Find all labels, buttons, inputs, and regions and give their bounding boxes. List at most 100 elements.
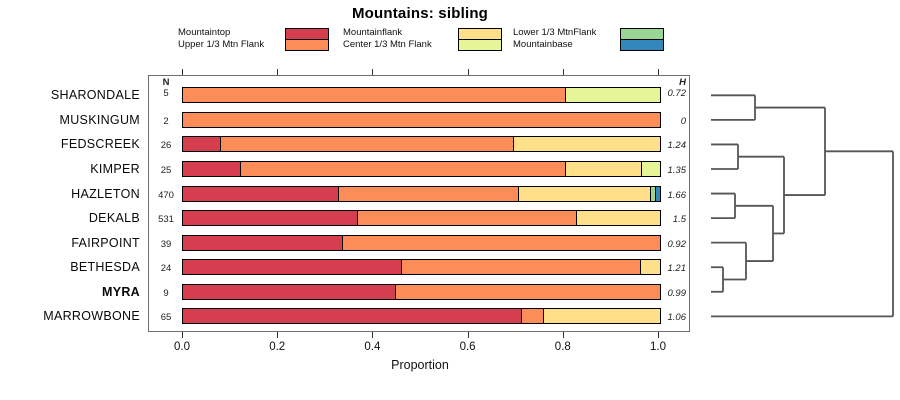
bar-segment-upper_flank — [183, 112, 660, 127]
bar-segment-upper_flank — [394, 284, 660, 299]
legend-label: Lower 1/3 MtnFlank — [513, 27, 597, 38]
x-tick-bottom — [277, 332, 279, 338]
x-tick-bottom — [467, 332, 469, 338]
bar-segment-mountaintop — [183, 162, 241, 176]
legend-column-swatches — [285, 28, 329, 51]
x-tick-top — [562, 69, 564, 75]
chart-title: Mountains: sibling — [351, 5, 489, 22]
bar-segment-upper_flank — [520, 309, 543, 324]
bar-segment-mountainflank — [564, 162, 641, 176]
row-n-value: 2 — [163, 115, 169, 127]
row-label-kimper: KIMPER — [90, 162, 140, 176]
bar-segment-mountainbase — [655, 186, 660, 201]
legend-column-swatches — [458, 28, 502, 51]
x-tick-top — [658, 69, 659, 75]
bar-kimper — [182, 161, 661, 177]
row-h-value: 1.5 — [672, 214, 686, 226]
row-h-value: 1.06 — [667, 312, 687, 324]
h-value: 0.72 — [667, 87, 687, 99]
bar-hazleton — [182, 185, 661, 202]
x-axis-title: Proportion — [391, 358, 449, 372]
x-tick-label: 0.0 — [174, 341, 190, 353]
bar-segment-mountainflank — [575, 211, 660, 226]
row-n-value: 9 — [163, 287, 169, 299]
legend-swatch — [620, 38, 664, 51]
row-n-value: 65 — [160, 312, 172, 324]
row-n-value: 39 — [160, 238, 172, 250]
bar-segment-mountainflank — [639, 260, 660, 275]
x-tick-label: 0.8 — [554, 341, 571, 353]
bar-dekalb — [182, 210, 661, 227]
bar-segment-mountainflank — [517, 186, 651, 201]
row-label-hazleton: HAZLETON — [71, 186, 140, 201]
row-label-sharondale: SHARONDALE — [50, 88, 140, 103]
x-tick-label: 1.0 — [650, 341, 666, 353]
plot-panel-border — [148, 75, 690, 332]
bar-segment-mountainflank — [542, 309, 660, 324]
bar-marrowbone — [182, 308, 661, 325]
x-tick-top — [372, 69, 374, 75]
bar-segment-lower_flank — [650, 186, 656, 201]
bar-muskingum — [182, 111, 661, 128]
bar-segment-upper_flank — [183, 88, 565, 103]
x-tick-label: 0.4 — [364, 341, 381, 353]
row-h-value: 1.21 — [667, 263, 687, 275]
row-h-value: H 0.72 — [655, 77, 687, 99]
x-tick-top — [467, 69, 469, 75]
row-n-value: 531 — [158, 214, 174, 226]
bar-segment-mountaintop — [183, 186, 339, 201]
row-n-value: 470 — [158, 189, 174, 201]
x-tick-bottom — [372, 332, 374, 338]
bar-segment-upper_flank — [357, 211, 576, 226]
row-label-bethesda: BETHESDA — [70, 260, 140, 275]
bar-segment-center_flank — [640, 162, 660, 176]
bar-fairpoint — [182, 234, 661, 251]
row-h-value: 1.35 — [667, 165, 687, 176]
legend-label: Mountainbase — [513, 38, 573, 50]
row-label-myra: MYRA — [101, 284, 140, 299]
x-tick-bottom — [562, 332, 564, 338]
legend-column-swatches — [620, 28, 664, 51]
legend-swatch — [458, 38, 502, 51]
bar-segment-center_flank — [564, 88, 660, 103]
legend-column-labels: Mountaintop Upper 1/3 Mtn Flank — [178, 27, 264, 50]
x-tick-label: 0.2 — [269, 341, 286, 353]
bar-segment-upper_flank — [401, 260, 640, 275]
row-h-value: 0.99 — [667, 287, 687, 299]
x-tick-bottom — [658, 332, 659, 338]
bar-segment-mountaintop — [183, 309, 521, 324]
bar-segment-upper_flank — [341, 235, 660, 250]
legend-label: Mountaintop — [178, 27, 231, 38]
x-tick-label: 0.6 — [459, 341, 476, 353]
row-label-dekalb: DEKALB — [88, 211, 140, 226]
legend-label: Mountainflank — [343, 27, 403, 38]
bar-myra — [182, 283, 661, 300]
bar-bethesda — [182, 259, 661, 276]
bar-segment-mountaintop — [183, 260, 402, 275]
bar-segment-mountaintop — [183, 211, 358, 226]
legend-column-labels: Mountainflank Center 1/3 Mtn Flank — [343, 27, 432, 50]
legend-label: Center 1/3 Mtn Flank — [343, 38, 432, 50]
row-label-fedscreek: FEDSCREEK — [60, 137, 140, 152]
row-n-value: 26 — [160, 140, 172, 152]
row-h-value: 0 — [680, 115, 686, 127]
h-header: H — [679, 77, 686, 88]
bar-segment-mountainflank — [513, 137, 660, 152]
bar-segment-upper_flank — [338, 186, 518, 201]
n-value: 5 — [163, 87, 169, 99]
bar-sharondale — [182, 87, 661, 104]
row-label-muskingum: MUSKINGUM — [59, 112, 140, 127]
legend-column-labels: Lower 1/3 MtnFlank Mountainbase — [513, 27, 596, 50]
row-label-marrowbone: MARROWBONE — [43, 309, 140, 324]
x-tick-top — [277, 69, 279, 75]
dendrogram — [711, 94, 894, 318]
bar-fedscreek — [182, 136, 661, 153]
row-n-value: 25 — [160, 165, 172, 176]
legend-label: Upper 1/3 Mtn Flank — [178, 38, 265, 50]
row-h-value: 1.24 — [667, 140, 687, 152]
row-n-value: 24 — [160, 263, 172, 275]
bar-segment-mountaintop — [183, 137, 220, 152]
n-header: N — [162, 77, 170, 88]
